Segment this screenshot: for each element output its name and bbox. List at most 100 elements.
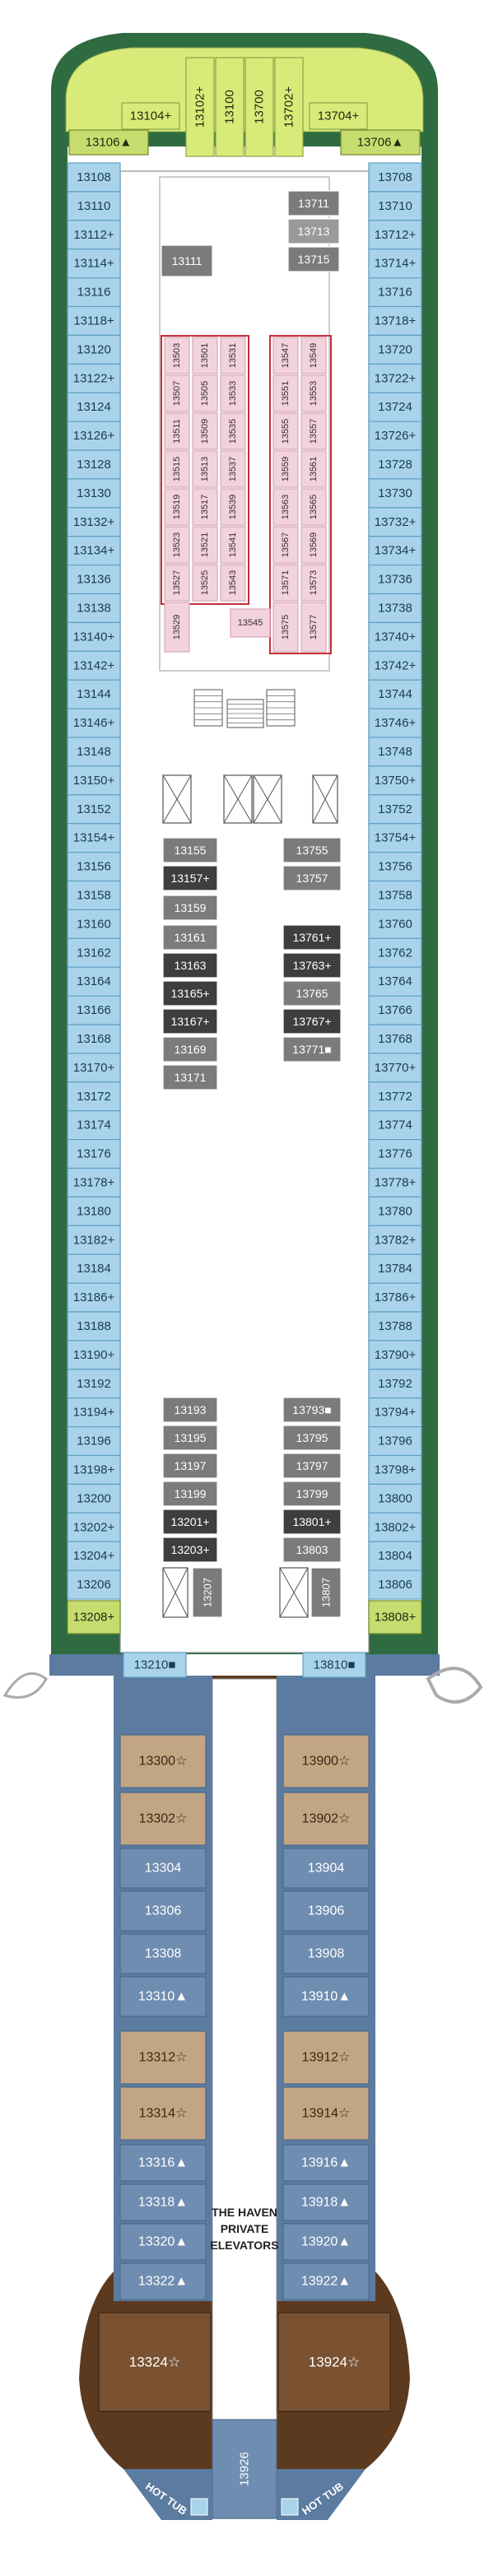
cabin-13916[interactable]: 13916▲	[282, 2144, 370, 2182]
cabin-13511[interactable]: 13511	[164, 412, 190, 450]
cabin-13322[interactable]: 13322▲	[119, 2262, 207, 2300]
cabin-13704[interactable]: 13704+	[309, 102, 368, 130]
cabin-13188[interactable]: 13188	[67, 1311, 121, 1341]
cabin-13163[interactable]: 13163	[162, 952, 218, 979]
cabin-13200[interactable]: 13200	[67, 1483, 121, 1514]
cabin-13757[interactable]: 13757	[282, 865, 342, 891]
cabin-13804[interactable]: 13804	[368, 1541, 422, 1571]
cabin-13167[interactable]: 13167+	[162, 1008, 218, 1035]
cabin-13517[interactable]: 13517	[192, 488, 218, 526]
cabin-13527[interactable]: 13527	[164, 564, 190, 602]
cabin-13797[interactable]: 13797	[282, 1453, 342, 1479]
cabin-13118[interactable]: 13118+	[67, 305, 121, 337]
cabin-13165[interactable]: 13165+	[162, 980, 218, 1007]
cabin-13148[interactable]: 13148	[67, 737, 121, 767]
cabin-13114[interactable]: 13114+	[67, 249, 121, 279]
cabin-13197[interactable]: 13197	[162, 1453, 218, 1479]
cabin-13904[interactable]: 13904	[282, 1848, 370, 1889]
cabin-13807[interactable]: 13807	[310, 1567, 342, 1618]
cabin-13772[interactable]: 13772	[368, 1081, 422, 1112]
cabin-13541[interactable]: 13541	[220, 526, 246, 564]
cabin-13796[interactable]: 13796	[368, 1425, 422, 1457]
cabin-13193[interactable]: 13193	[162, 1397, 218, 1423]
cabin-13810[interactable]: 13810■	[302, 1652, 366, 1678]
cabin-13320[interactable]: 13320▲	[119, 2223, 207, 2261]
cabin-13794[interactable]: 13794+	[368, 1397, 422, 1428]
cabin-13767[interactable]: 13767+	[282, 1008, 342, 1035]
cabin-13711[interactable]: 13711	[287, 190, 340, 216]
cabin-13302[interactable]: 13302☆	[119, 1792, 207, 1846]
cabin-13549[interactable]: 13549	[300, 337, 327, 374]
cabin-13132[interactable]: 13132+	[67, 507, 121, 537]
cabin-13780[interactable]: 13780	[368, 1196, 422, 1226]
cabin-13155[interactable]: 13155	[162, 837, 218, 863]
cabin-13300[interactable]: 13300☆	[119, 1734, 207, 1788]
cabin-13790[interactable]: 13790+	[368, 1340, 422, 1370]
cabin-13724[interactable]: 13724	[368, 392, 422, 422]
cabin-13304[interactable]: 13304	[119, 1848, 207, 1889]
cabin-13902[interactable]: 13902☆	[282, 1792, 370, 1846]
cabin-13170[interactable]: 13170+	[67, 1053, 121, 1083]
cabin-13195[interactable]: 13195	[162, 1425, 218, 1451]
cabin-13186[interactable]: 13186+	[67, 1282, 121, 1313]
cabin-13144[interactable]: 13144	[67, 679, 121, 709]
cabin-13192[interactable]: 13192	[67, 1369, 121, 1399]
cabin-13764[interactable]: 13764	[368, 966, 422, 997]
cabin-13569[interactable]: 13569	[300, 526, 327, 564]
cabin-13134[interactable]: 13134+	[67, 536, 121, 566]
cabin-13204[interactable]: 13204+	[67, 1541, 121, 1571]
cabin-13766[interactable]: 13766	[368, 995, 422, 1025]
cabin-13104[interactable]: 13104+	[121, 102, 180, 130]
cabin-13756[interactable]: 13756	[368, 851, 422, 882]
cabin-13922[interactable]: 13922▲	[282, 2262, 370, 2300]
cabin-13802[interactable]: 13802+	[368, 1512, 422, 1542]
cabin-13108[interactable]: 13108	[67, 162, 121, 193]
cabin-13910[interactable]: 13910▲	[282, 1976, 370, 2017]
cabin-13795[interactable]: 13795	[282, 1425, 342, 1451]
cabin-13110[interactable]: 13110	[67, 191, 121, 221]
cabin-13543[interactable]: 13543	[220, 564, 246, 602]
cabin-13702[interactable]: 13702+	[274, 57, 304, 157]
cabin-13100[interactable]: 13100	[215, 57, 244, 157]
cabin-13174[interactable]: 13174	[67, 1110, 121, 1141]
cabin-13152[interactable]: 13152	[67, 794, 121, 825]
cabin-13180[interactable]: 13180	[67, 1196, 121, 1226]
cabin-13164[interactable]: 13164	[67, 966, 121, 997]
cabin-13312[interactable]: 13312☆	[119, 2030, 207, 2085]
cabin-13706[interactable]: 13706▲	[340, 129, 421, 156]
cabin-13202[interactable]: 13202+	[67, 1512, 121, 1542]
cabin-13722[interactable]: 13722+	[368, 363, 422, 393]
cabin-13203[interactable]: 13203+	[162, 1537, 218, 1563]
cabin-13926[interactable]: 13926	[212, 2419, 277, 2519]
cabin-13557[interactable]: 13557	[300, 412, 327, 450]
cabin-13710[interactable]: 13710	[368, 191, 422, 221]
cabin-13758[interactable]: 13758	[368, 880, 422, 911]
cabin-13551[interactable]: 13551	[272, 374, 299, 412]
cabin-13547[interactable]: 13547	[272, 337, 299, 374]
cabin-13310[interactable]: 13310▲	[119, 1976, 207, 2017]
cabin-13519[interactable]: 13519	[164, 488, 190, 526]
cabin-13136[interactable]: 13136	[67, 564, 121, 595]
cabin-13157[interactable]: 13157+	[162, 865, 218, 891]
cabin-13716[interactable]: 13716	[368, 277, 422, 308]
cabin-13708[interactable]: 13708	[368, 162, 422, 193]
cabin-13754[interactable]: 13754+	[368, 823, 422, 853]
cabin-13545[interactable]: 13545	[230, 608, 271, 638]
cabin-13150[interactable]: 13150+	[67, 765, 121, 796]
cabin-13154[interactable]: 13154+	[67, 823, 121, 853]
cabin-13505[interactable]: 13505	[192, 374, 218, 412]
cabin-13140[interactable]: 13140+	[67, 621, 121, 652]
cabin-13900[interactable]: 13900☆	[282, 1734, 370, 1788]
cabin-13166[interactable]: 13166	[67, 995, 121, 1025]
cabin-13720[interactable]: 13720	[368, 334, 422, 365]
cabin-13515[interactable]: 13515	[164, 450, 190, 488]
cabin-13712[interactable]: 13712+	[368, 220, 422, 250]
cabin-13535[interactable]: 13535	[220, 412, 246, 450]
cabin-13799[interactable]: 13799	[282, 1481, 342, 1507]
cabin-13130[interactable]: 13130	[67, 478, 121, 509]
cabin-13761[interactable]: 13761+	[282, 924, 342, 951]
cabin-13726[interactable]: 13726+	[368, 421, 422, 451]
cabin-13507[interactable]: 13507	[164, 374, 190, 412]
cabin-13513[interactable]: 13513	[192, 450, 218, 488]
cabin-13318[interactable]: 13318▲	[119, 2183, 207, 2221]
